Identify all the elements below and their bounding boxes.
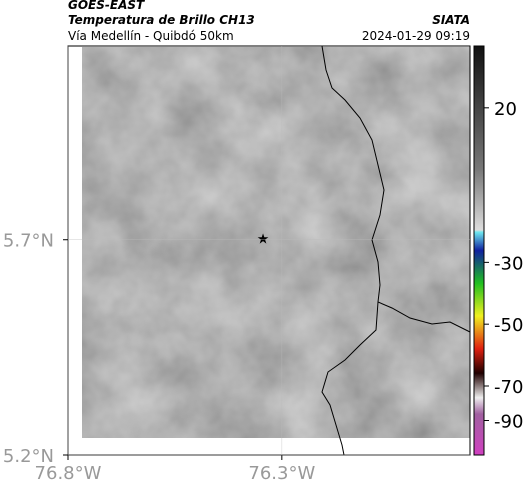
colorbar-label: 20 (494, 99, 517, 120)
x-tick-label: 76.3°W (248, 463, 315, 484)
credit: SIATA (432, 13, 470, 27)
y-tick-label: 5.2°N (3, 446, 54, 467)
colorbar-label: -90 (494, 412, 523, 433)
source: GOES-EAST (68, 0, 145, 12)
colorbar-label: -30 (494, 253, 523, 274)
colorbar-label: -50 (494, 315, 523, 336)
satellite-image (82, 47, 470, 438)
subtitle: Vía Medellín - Quibdó 50km (68, 29, 234, 43)
colorbar-label: -70 (494, 377, 523, 398)
x-tick-label: 76.8°W (35, 463, 102, 484)
timestamp: 2024-01-29 09:19 (362, 29, 470, 43)
title: Temperatura de Brillo CH13 (68, 13, 255, 27)
colorbar (473, 45, 485, 456)
borders (321, 45, 471, 456)
y-tick-label: 5.7°N (3, 231, 54, 252)
